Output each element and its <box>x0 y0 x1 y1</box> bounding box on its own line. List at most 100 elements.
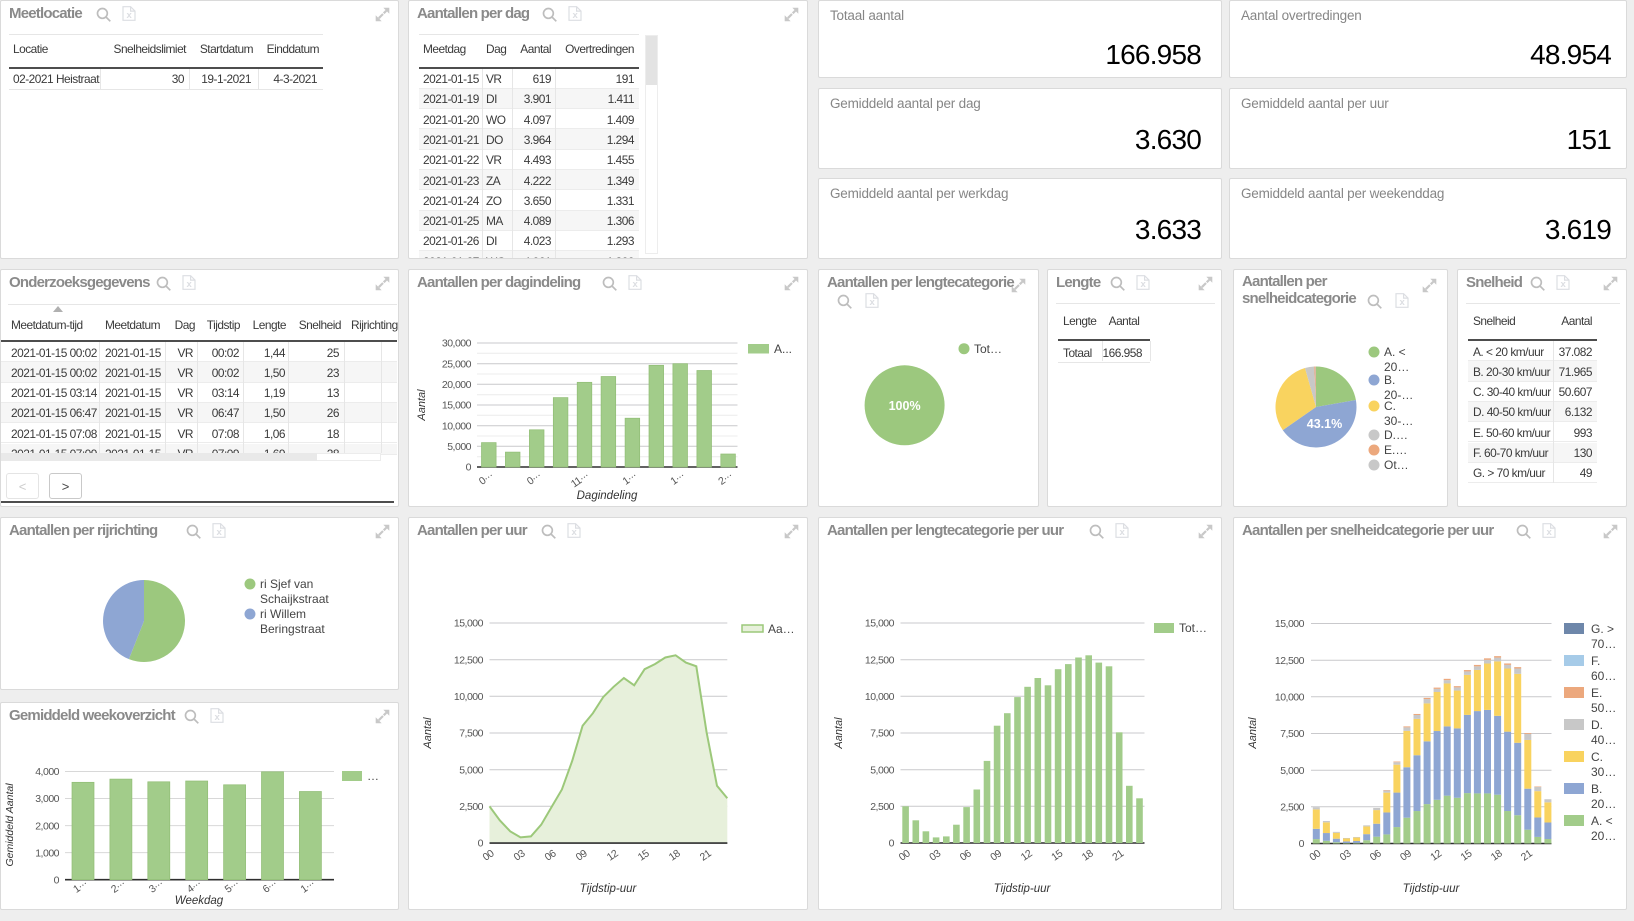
svg-text:00: 00 <box>1307 847 1323 863</box>
svg-text:x: x <box>1141 279 1147 290</box>
svg-text:A...: A... <box>774 342 792 356</box>
svg-text:03: 03 <box>512 847 528 863</box>
svg-text:15,000: 15,000 <box>454 618 484 630</box>
svg-text:C.: C. <box>1591 750 1603 764</box>
svg-text:15,000: 15,000 <box>442 400 472 412</box>
svg-text:2···: 2··· <box>716 470 735 488</box>
svg-text:5,000: 5,000 <box>1280 765 1304 777</box>
svg-text:09: 09 <box>1398 847 1414 863</box>
svg-text:10,000: 10,000 <box>454 691 484 703</box>
svg-text:5,000: 5,000 <box>870 764 894 776</box>
svg-text:0: 0 <box>1299 838 1305 850</box>
svg-text:10,000: 10,000 <box>865 691 895 703</box>
svg-text:60…: 60… <box>1591 669 1616 683</box>
svg-text:100%: 100% <box>889 399 921 413</box>
svg-text:Gemiddeld Aantal: Gemiddeld Aantal <box>4 783 16 867</box>
svg-text:21: 21 <box>1110 847 1126 863</box>
svg-text:0: 0 <box>889 838 895 850</box>
svg-text:03: 03 <box>927 847 943 863</box>
svg-text:5,000: 5,000 <box>459 764 483 776</box>
svg-text:F.: F. <box>1591 654 1600 668</box>
svg-text:10,000: 10,000 <box>442 420 472 432</box>
svg-text:09: 09 <box>988 847 1004 863</box>
svg-text:20…: 20… <box>1384 360 1409 374</box>
svg-text:2,500: 2,500 <box>1280 802 1304 814</box>
svg-text:20…: 20… <box>1591 829 1616 843</box>
svg-text:A. <: A. < <box>1591 814 1613 828</box>
svg-text:D.: D. <box>1591 718 1603 732</box>
svg-text:0: 0 <box>54 874 60 886</box>
svg-text:2,000: 2,000 <box>35 820 59 832</box>
svg-text:12: 12 <box>605 847 621 863</box>
svg-text:0: 0 <box>478 838 484 850</box>
svg-text:7,500: 7,500 <box>459 728 483 740</box>
svg-text:x: x <box>1561 279 1567 290</box>
svg-text:30-…: 30-… <box>1384 414 1413 428</box>
svg-text:20-…: 20-… <box>1384 388 1413 402</box>
svg-text:1···: 1··· <box>668 470 687 488</box>
svg-text:x: x <box>1120 527 1126 538</box>
svg-text:2,500: 2,500 <box>870 801 894 813</box>
svg-text:06: 06 <box>543 847 559 863</box>
svg-text:1···: 1··· <box>620 470 639 488</box>
svg-text:…: … <box>367 769 379 783</box>
svg-text:15: 15 <box>1458 847 1474 863</box>
svg-text:Weekdag: Weekdag <box>175 895 224 907</box>
svg-text:7,500: 7,500 <box>870 728 894 740</box>
svg-text:Aantal: Aantal <box>833 717 845 750</box>
svg-text:B.: B. <box>1591 782 1602 796</box>
svg-text:0···: 0··· <box>477 470 496 488</box>
svg-text:25,000: 25,000 <box>442 358 472 370</box>
svg-text:Aantal: Aantal <box>1247 717 1259 750</box>
svg-text:15,000: 15,000 <box>865 618 895 630</box>
svg-text:12,500: 12,500 <box>454 654 484 666</box>
svg-text:50…: 50… <box>1591 701 1616 715</box>
svg-text:Dagindeling: Dagindeling <box>577 490 638 502</box>
svg-text:30,000: 30,000 <box>442 338 472 350</box>
svg-text:0···: 0··· <box>525 470 544 488</box>
svg-text:10,000: 10,000 <box>1275 692 1305 704</box>
svg-text:4,000: 4,000 <box>35 766 59 778</box>
svg-text:Tijdstip-uur: Tijdstip-uur <box>1403 883 1461 895</box>
svg-text:x: x <box>187 279 193 290</box>
svg-text:43.1%: 43.1% <box>1307 417 1342 431</box>
svg-text:30…: 30… <box>1591 765 1616 779</box>
svg-text:18: 18 <box>1489 847 1505 863</box>
svg-text:7,500: 7,500 <box>1280 728 1304 740</box>
svg-text:Tot…: Tot… <box>1179 621 1207 635</box>
svg-text:ri Sjef van: ri Sjef van <box>260 577 313 591</box>
svg-text:Schaijkstraat: Schaijkstraat <box>260 592 329 606</box>
svg-text:06: 06 <box>958 847 974 863</box>
svg-text:0: 0 <box>466 462 472 474</box>
svg-text:20…: 20… <box>1591 797 1616 811</box>
svg-text:E.…: E.… <box>1384 443 1407 457</box>
svg-text:15,000: 15,000 <box>1275 618 1305 630</box>
svg-text:15: 15 <box>1049 847 1065 863</box>
svg-text:3,000: 3,000 <box>35 793 59 805</box>
svg-text:11···: 11··· <box>569 470 591 491</box>
svg-text:21: 21 <box>698 847 714 863</box>
svg-text:ri Willem: ri Willem <box>260 607 306 621</box>
svg-text:15: 15 <box>636 847 652 863</box>
svg-text:70…: 70… <box>1591 637 1616 651</box>
svg-text:Ot…: Ot… <box>1384 458 1409 472</box>
svg-text:12: 12 <box>1428 847 1444 863</box>
svg-text:x: x <box>1547 527 1553 538</box>
svg-text:12,500: 12,500 <box>1275 655 1305 667</box>
svg-text:12: 12 <box>1019 847 1035 863</box>
svg-text:x: x <box>572 527 578 538</box>
svg-text:20,000: 20,000 <box>442 379 472 391</box>
svg-text:Aa…: Aa… <box>768 622 795 636</box>
svg-text:x: x <box>633 279 639 290</box>
svg-text:09: 09 <box>574 847 590 863</box>
svg-text:Tijdstip-uur: Tijdstip-uur <box>580 883 638 895</box>
svg-text:00: 00 <box>481 847 497 863</box>
svg-text:21: 21 <box>1519 847 1535 863</box>
svg-text:Aantal: Aantal <box>422 717 434 750</box>
svg-text:C.: C. <box>1384 399 1396 413</box>
svg-text:Aantal: Aantal <box>416 389 428 422</box>
svg-text:1,000: 1,000 <box>35 847 59 859</box>
svg-text:x: x <box>1400 297 1406 308</box>
svg-text:2,500: 2,500 <box>459 801 483 813</box>
svg-text:12,500: 12,500 <box>865 654 895 666</box>
